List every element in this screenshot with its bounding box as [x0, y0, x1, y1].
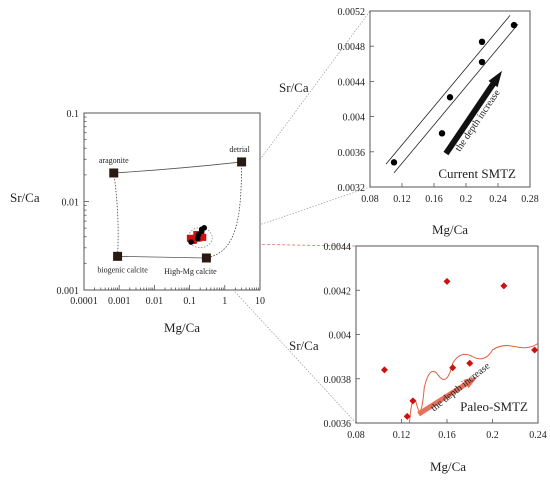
- current-point: [478, 38, 486, 45]
- paleo-point: [403, 412, 411, 420]
- current-trend-line: [393, 23, 519, 174]
- paleo-y-tick-label: 0.0038: [324, 375, 352, 386]
- paleo-y-tick-label: 0.004: [329, 331, 352, 342]
- paleo-arrow-shape: [417, 376, 478, 417]
- current-sample-points: [390, 21, 518, 166]
- paleo-point: [449, 364, 457, 372]
- overview-end-members: aragonite detrial biogenic calcite High-Mg …: [97, 145, 250, 276]
- overview-sample-points: [186, 225, 208, 245]
- paleo-y-tick-labels: 0.0036 0.0038 0.004 0.0042 0.0044: [324, 242, 352, 430]
- current-y-tick-label: 0.0032: [338, 183, 366, 194]
- paleo-x-tick-label: 0.08: [347, 430, 365, 441]
- paleo-point: [500, 282, 508, 290]
- current-x-axis-label: Mg/Ca: [432, 222, 468, 237]
- current-point: [478, 58, 486, 66]
- current-point: [438, 130, 446, 137]
- current-y-tick-label: 0.0044: [338, 77, 366, 88]
- paleo-point: [466, 359, 474, 367]
- current-x-tick-label: 0.12: [393, 194, 411, 205]
- current-point: [390, 159, 398, 166]
- current-ticks: [369, 10, 531, 188]
- paleo-x-tick-label: 0.12: [393, 430, 411, 441]
- paleo-x-tick-labels: 0.08 0.12 0.16 0.2 0.24: [347, 430, 547, 441]
- paleo-smtz-panel: 0.08 0.12 0.16 0.2 0.24 0.00360.00380.0040.0…: [289, 242, 547, 474]
- overview-x-tick-labels: 0.0001 0.001 0.01 0.1 1 10: [70, 296, 265, 307]
- paleo-depth-arrow: [417, 376, 478, 417]
- paleo-sample-points: [380, 277, 539, 420]
- current-arrow-body: [443, 70, 502, 156]
- current-x-tick-labels: 0.08 0.12 0.16 0.2 0.24 0.28: [361, 194, 539, 205]
- paleo-x-axis-label: Mg/Ca: [430, 459, 466, 474]
- current-trend-line: [385, 15, 511, 165]
- current-arrow-shape: [443, 70, 502, 156]
- overview-x-tick-label: 0.01: [146, 296, 164, 307]
- end-member-label: detrial: [229, 145, 250, 154]
- overview-ticks: [83, 112, 261, 291]
- connector-line: [212, 243, 357, 247]
- end-member-marker: [201, 253, 211, 263]
- current-x-tick-label: 0.24: [489, 194, 507, 205]
- overview-y-axis-label: Sr/Ca: [10, 190, 40, 205]
- overview-y-tick-label: 0.01: [62, 198, 80, 209]
- overview-y-tick-label: 0.1: [67, 109, 80, 120]
- paleo-y-axis-label: Sr/Ca: [289, 338, 319, 353]
- paleo-ticks: [355, 245, 539, 424]
- paleo-x-tick-label: 0.2: [486, 430, 499, 441]
- current-y-tick-label: 0.0036: [338, 148, 366, 159]
- current-depth-arrow: [443, 70, 502, 156]
- paleo-point: [409, 397, 417, 405]
- overview-x-tick-label: 0.1: [183, 296, 196, 307]
- paleo-y-tick-label: 0.0042: [324, 286, 352, 297]
- paleo-point: [380, 366, 388, 374]
- end-member-marker: [109, 168, 119, 178]
- paleo-x-tick-label: 0.24: [529, 430, 547, 441]
- mixing-curve-aragonite-detrial: [113, 161, 242, 174]
- overview-paleo-point: [199, 233, 207, 241]
- overview-x-tick-label: 0.001: [108, 296, 131, 307]
- end-member-marker: [113, 251, 123, 261]
- current-x-tick-label: 0.28: [521, 194, 539, 205]
- overview-x-tick-label: 10: [255, 296, 265, 307]
- current-x-tick-label: 0.16: [425, 194, 443, 205]
- current-x-tick-label: 0.08: [361, 194, 379, 205]
- paleo-y-tick-label: 0.0036: [324, 419, 352, 430]
- current-panel-title: Current SMTZ: [438, 166, 516, 181]
- paleo-y-tick-label: 0.0044: [324, 242, 352, 253]
- overview-current-point: [201, 225, 208, 231]
- overview-x-tick-label: 0.0001: [70, 296, 98, 307]
- current-y-axis-label: Sr/Ca: [279, 80, 309, 95]
- overview-paleo-point: [190, 236, 198, 244]
- end-member-label: biogenic calcite: [97, 265, 148, 274]
- current-y-tick-labels: 0.0032 0.0036 0.004 0.0044 0.0048 0.0052: [338, 7, 366, 194]
- mixing-curve-biogenic-highmg: [117, 255, 207, 259]
- end-member-label: High-Mg calcite: [164, 267, 217, 276]
- end-member-label: aragonite: [99, 156, 129, 165]
- mixing-curve-aragonite-biogenic: [113, 172, 119, 257]
- paleo-panel-title: Paleo-SMTZ: [460, 399, 528, 414]
- current-point: [510, 21, 518, 29]
- overview-current-point: [188, 239, 194, 245]
- overview-x-tick-label: 1: [222, 296, 227, 307]
- paleo-arrow-body: [417, 376, 478, 417]
- current-y-tick-label: 0.0048: [338, 42, 366, 53]
- current-smtz-panel: 0.08 0.12 0.16 0.2 0.24 0.28 0.00320.00360.00…: [279, 7, 539, 237]
- overview-x-axis-label: Mg/Ca: [164, 320, 200, 335]
- overview-plot-frame: [83, 112, 261, 291]
- current-trend-lines: [385, 15, 519, 174]
- current-x-tick-label: 0.2: [460, 194, 473, 205]
- current-y-tick-label: 0.0052: [338, 7, 366, 18]
- paleo-x-tick-label: 0.16: [438, 430, 456, 441]
- overview-y-tick-labels: 0.001 0.01 0.1: [57, 109, 80, 297]
- overview-y-tick-label: 0.001: [57, 286, 80, 297]
- current-point: [446, 94, 454, 101]
- current-y-tick-label: 0.004: [343, 113, 366, 124]
- paleo-point: [531, 346, 539, 354]
- end-member-marker: [237, 157, 247, 167]
- paleo-point: [443, 277, 451, 285]
